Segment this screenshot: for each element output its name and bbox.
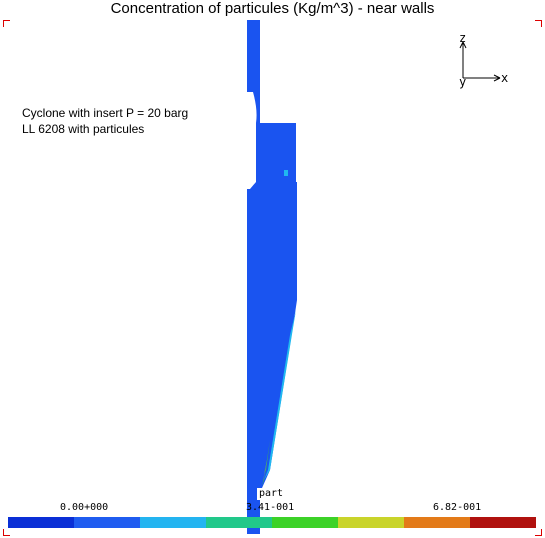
legend-segment: [272, 517, 338, 528]
case-description: Cyclone with insert P = 20 barg LL 6208 …: [22, 105, 188, 137]
part-label: part: [257, 488, 286, 500]
color-legend-bar: [8, 517, 536, 528]
viewport-corner-mark: [3, 20, 10, 27]
legend-segment: [470, 517, 536, 528]
case-description-line-2: LL 6208 with particules: [22, 122, 145, 136]
axis-y-label: y: [459, 75, 467, 89]
case-description-line-1: Cyclone with insert P = 20 barg: [22, 106, 189, 120]
axis-x-label: x: [501, 71, 509, 85]
legend-segment: [206, 517, 272, 528]
legend-segment: [404, 517, 470, 528]
legend-segment: [8, 517, 74, 528]
legend-segment: [74, 517, 140, 528]
axis-triad: [459, 41, 501, 82]
legend-tick-mid: 3.41-001: [246, 502, 295, 513]
sensor-spot: [284, 170, 288, 176]
wall-band-yellow: [263, 455, 268, 482]
wall-band-light: [264, 310, 296, 480]
viewport-corner-mark: [535, 529, 542, 536]
inlet-notch: [247, 92, 257, 189]
axis-z-label: z: [459, 31, 467, 45]
viewport-corner-mark: [3, 529, 10, 536]
cyclone-body: [247, 20, 297, 534]
legend-tick-min: 0.00+000: [60, 502, 109, 513]
plot-title: Concentration of particules (Kg/m^3) - n…: [110, 0, 435, 17]
legend-segment: [140, 517, 206, 528]
legend-segment: [338, 517, 404, 528]
viewport-corner-mark: [535, 20, 542, 27]
legend-tick-max: 6.82-001: [433, 502, 482, 513]
